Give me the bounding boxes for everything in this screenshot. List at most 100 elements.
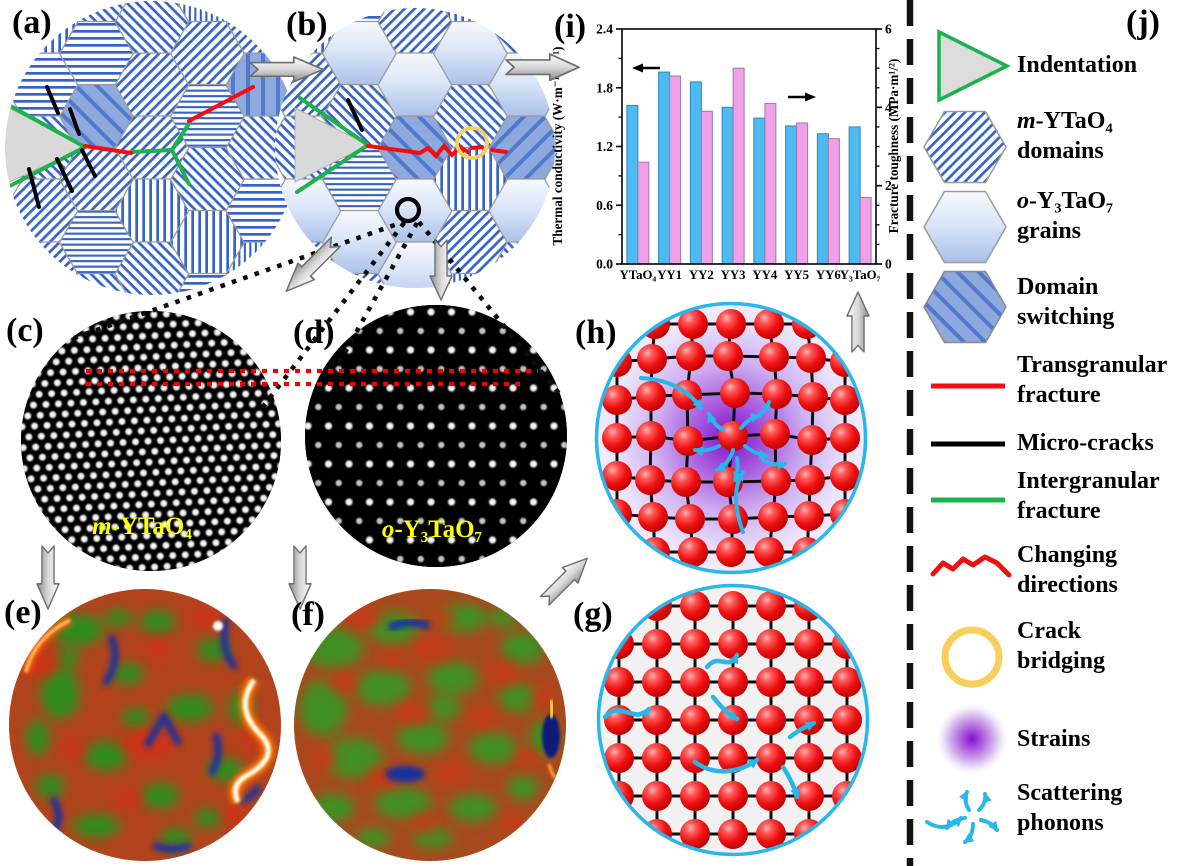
figure-legend: Indentation m-YTaO₄ domains o-Y₃TaO₇ gra… xyxy=(915,0,1196,866)
strain-edge-streak-core xyxy=(24,618,71,673)
atom xyxy=(754,537,784,567)
atom xyxy=(604,743,634,773)
right-axis-arrow xyxy=(788,92,816,102)
atom xyxy=(797,425,827,455)
atom xyxy=(718,591,748,621)
atom xyxy=(718,781,748,811)
bar-fracture-toughness xyxy=(700,110,713,265)
y-tick-left: 1.8 xyxy=(596,80,613,95)
indentation-icon xyxy=(933,26,1013,111)
crack-bridging-circle xyxy=(455,126,489,160)
atom xyxy=(794,781,824,811)
atom xyxy=(642,743,672,773)
panel-label-h: (h) xyxy=(575,314,617,351)
panel-label-j: (j) xyxy=(1126,4,1160,41)
y-axis-label-right: Fracture toughness (MPa·m¹/²) xyxy=(886,59,901,234)
crack-bridging-icon xyxy=(939,624,1005,695)
atom xyxy=(795,465,825,495)
atom xyxy=(756,591,786,621)
strain-hotspot-core xyxy=(232,678,271,804)
atom xyxy=(680,667,710,697)
atom xyxy=(760,419,790,449)
atom xyxy=(680,781,710,811)
magnified-region-circle xyxy=(394,196,422,224)
crack-bridging-segments xyxy=(470,145,508,154)
x-category-label: YY3 xyxy=(721,268,746,282)
phase-label-o-y3tao7: o-Y₃TaO₇ xyxy=(381,516,483,543)
panel-f-gpa-strain-map-y3tao7 xyxy=(294,589,566,861)
legend-label-m-ytao4-domains: m-YTaO₄ domains xyxy=(1017,108,1113,164)
atom xyxy=(830,309,860,339)
atom xyxy=(680,819,710,849)
atom xyxy=(796,343,826,373)
legend-label-strains: Strains xyxy=(1017,726,1091,752)
atom xyxy=(756,667,786,697)
bar-fracture-toughness xyxy=(796,122,809,265)
atom xyxy=(604,819,634,849)
atom xyxy=(798,382,828,412)
o-y3tao7-grains-icon xyxy=(923,190,1007,269)
panel-label-e: (e) xyxy=(4,594,42,631)
chart-bars-and-ticks: 0.0 0.6 1.2 1.8 2.4 0 2 4 6 YTaO₄ YY1 YY2 YY3 YY4 YY5 Y… xyxy=(596,22,892,283)
strain-bright-spot xyxy=(549,699,554,719)
domain-switching-icon xyxy=(923,270,1007,349)
changing-directions-icon xyxy=(929,546,1015,591)
y-tick-right: 6 xyxy=(885,22,892,37)
y-tick-right: 2 xyxy=(885,178,892,193)
atom xyxy=(832,667,862,697)
atom xyxy=(602,461,632,491)
intergranular-fracture-icon xyxy=(927,493,1009,512)
bar-thermal-conductivity xyxy=(721,106,734,265)
x-category-label: YTaO₄ xyxy=(619,268,656,282)
m-ytao4-domains-icon xyxy=(923,110,1007,189)
atom xyxy=(759,342,789,372)
atom xyxy=(832,743,862,773)
atom xyxy=(635,465,665,495)
indentation-triangle xyxy=(294,107,370,183)
atom xyxy=(794,629,824,659)
transgranular-fracture-icon xyxy=(927,379,1009,398)
legend-label-indentation: Indentation xyxy=(1017,52,1138,78)
strains-icon xyxy=(935,702,1009,781)
legend-label-domain-switching: Domain switching xyxy=(1017,274,1115,330)
panel-h-strained-lattice-model xyxy=(594,301,868,575)
atom xyxy=(756,743,786,773)
atom xyxy=(642,781,672,811)
legend-divider-dashed-line xyxy=(906,0,914,866)
y-tick-right: 4 xyxy=(885,100,892,115)
atom xyxy=(713,341,743,371)
panel-label-g: (g) xyxy=(573,596,613,633)
atom xyxy=(678,537,708,567)
bar-fracture-toughness xyxy=(669,75,682,265)
bar-thermal-conductivity xyxy=(848,126,861,265)
panel-a-microstructure-ytao4 xyxy=(5,1,299,295)
phase-label-m-ytao4: m-YTaO₄ xyxy=(92,513,192,540)
bar-thermal-conductivity xyxy=(753,117,766,265)
y-tick-right: 0 xyxy=(885,257,892,272)
atom xyxy=(756,781,786,811)
atom xyxy=(794,501,824,531)
strain-blue-streaks xyxy=(385,618,560,782)
bar-fracture-toughness xyxy=(827,138,840,265)
atom xyxy=(754,309,784,339)
atom xyxy=(602,385,632,415)
atom xyxy=(832,819,862,849)
panel-i-bar-chart: 0.0 0.6 1.2 1.8 2.4 0 2 4 6 YTaO₄ YY1 YY2 YY3 YY4 YY5 Y… xyxy=(550,22,901,283)
atom xyxy=(680,705,710,735)
panel-g-perfect-lattice-model xyxy=(596,583,870,857)
legend-label-intergranular-fracture: Intergranular fracture xyxy=(1017,468,1160,524)
legend-label-micro-cracks: Micro-cracks xyxy=(1017,430,1154,456)
strain-blue-streaks xyxy=(50,618,262,853)
atom xyxy=(718,743,748,773)
bar-fracture-toughness xyxy=(732,67,745,265)
panel-b-microstructure-composite xyxy=(275,8,555,288)
atom xyxy=(718,819,748,849)
x-category-label: Y₃TaO₇ xyxy=(840,268,881,282)
panel-label-b: (b) xyxy=(286,6,328,43)
bar-thermal-conductivity xyxy=(626,104,639,265)
bar-thermal-conductivity xyxy=(816,133,829,265)
plot-frame xyxy=(621,28,877,265)
atom xyxy=(761,466,791,496)
bar-fracture-toughness xyxy=(859,196,872,265)
legend-label-transgranular-fracture: Transgranular fracture xyxy=(1017,352,1168,408)
